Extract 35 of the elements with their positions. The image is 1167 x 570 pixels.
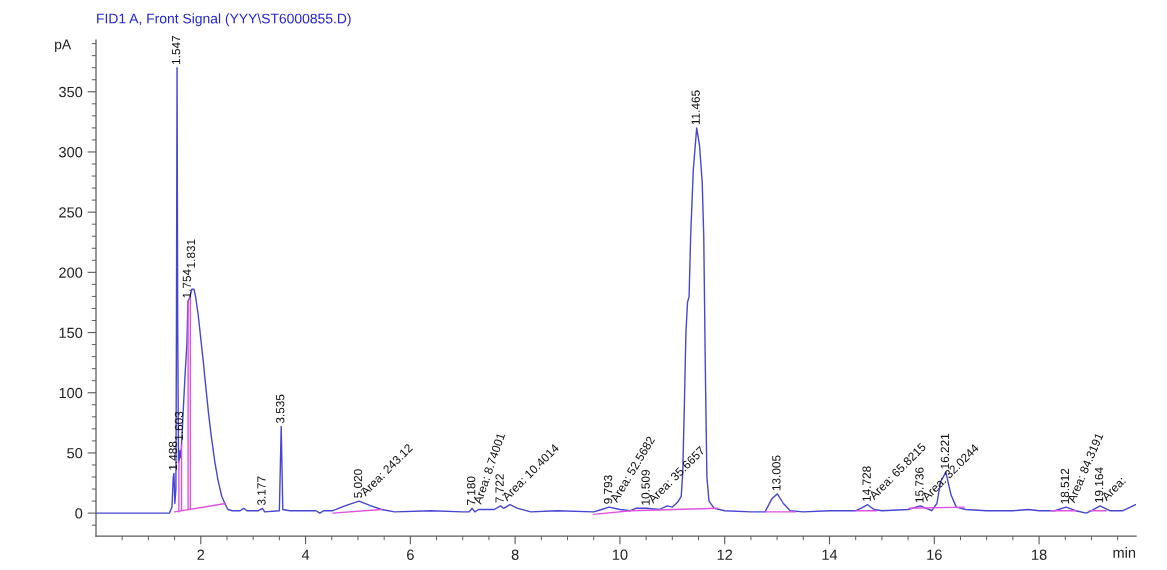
x-tick-label: 8 xyxy=(511,549,519,560)
x-tick-label: 18 xyxy=(1032,549,1047,560)
y-tick-label: 300 xyxy=(59,147,83,158)
annotation: 18.512 xyxy=(1060,468,1070,504)
y-tick-label: 350 xyxy=(59,86,83,98)
y-tick-label: 150 xyxy=(59,327,83,338)
y-tick-label: 100 xyxy=(59,387,83,399)
x-axis-title: min xyxy=(1113,547,1136,558)
y-axis-title: pA xyxy=(55,39,72,53)
chart-title: FID1 A, Front Signal (YYY\ST6000855.D) xyxy=(97,13,351,27)
annotation: 1.547 xyxy=(171,35,181,65)
annotation: 3.535 xyxy=(276,394,285,424)
annotation: 9.793 xyxy=(603,475,613,504)
x-tick-label: 16 xyxy=(927,549,942,560)
annotation: 13.005 xyxy=(772,455,781,491)
annotation: 3.177 xyxy=(257,476,266,506)
annotation: 5.020 xyxy=(353,469,363,498)
x-tick-label: 10 xyxy=(612,549,628,560)
annotation: 1.603 xyxy=(174,411,184,440)
annotation: 14.728 xyxy=(862,466,871,502)
annotation: 1.831 xyxy=(186,239,196,268)
x-tick-label: 2 xyxy=(197,549,205,560)
x-tick-label: 4 xyxy=(301,549,310,560)
x-tick-label: 6 xyxy=(407,549,414,560)
y-tick-label: 200 xyxy=(59,267,83,278)
annotation: 7.180 xyxy=(466,476,476,505)
x-tick-label: 14 xyxy=(822,549,838,560)
y-tick-label: 250 xyxy=(59,207,83,218)
x-tick-label: 12 xyxy=(717,549,733,560)
annotation: 11.465 xyxy=(691,90,700,125)
annotation: 1.754 xyxy=(182,269,192,298)
annotation: 1.488 xyxy=(168,441,178,470)
y-tick-label: 50 xyxy=(67,448,83,459)
annotation: 7.722 xyxy=(495,474,504,503)
y-tick-label: 0 xyxy=(75,508,83,519)
